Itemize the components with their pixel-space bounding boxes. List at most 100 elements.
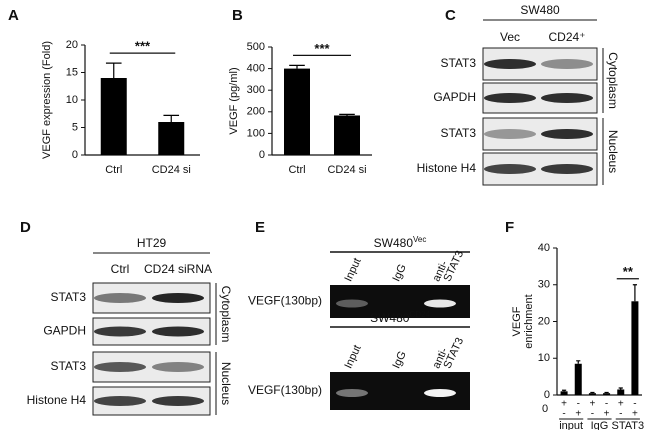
band	[541, 59, 593, 69]
band	[94, 362, 146, 372]
y-tick-label: 200	[247, 106, 265, 118]
y-tick-label: 10	[538, 352, 550, 364]
band	[152, 362, 204, 372]
group-label: STAT3	[612, 420, 645, 430]
y-tick-label: 0	[544, 389, 550, 401]
fraction-label: Cytoplasm	[219, 286, 233, 343]
significance: ***	[314, 41, 330, 56]
gel-band	[336, 299, 368, 308]
error-bar	[105, 62, 122, 78]
error-bar	[576, 360, 581, 364]
band	[541, 93, 593, 103]
panel-label: F	[505, 219, 514, 236]
gel-title-superscript: Vec	[413, 235, 426, 244]
panel-label: C	[445, 7, 456, 24]
lane-label: IgG	[390, 349, 408, 370]
y-tick-label: 30	[538, 279, 550, 291]
y-tick-label: 0	[72, 149, 78, 161]
bar	[560, 391, 568, 395]
bar	[588, 393, 596, 395]
y-tick-label: 20	[538, 315, 550, 327]
sign: -	[633, 399, 636, 410]
lane-label: CD24 siRNA	[144, 262, 212, 276]
y-tick-label: 100	[247, 127, 265, 139]
band	[484, 164, 536, 174]
gel-title-superscript: CD24	[409, 310, 430, 319]
band	[152, 293, 204, 303]
row-label: STAT3	[440, 126, 476, 140]
sign: -	[619, 409, 622, 420]
error-bar	[604, 391, 609, 394]
group-label: input	[559, 420, 583, 430]
y-tick-label: 500	[247, 41, 265, 53]
panel-label: A	[8, 7, 19, 24]
panel-label: E	[255, 219, 265, 236]
y-axis-label: VEGF expression (Fold)	[41, 41, 53, 159]
panel-label: B	[232, 7, 243, 24]
bar	[284, 68, 310, 155]
gel-band	[424, 389, 456, 397]
row-label: STAT3	[50, 359, 86, 373]
y-tick-label: 20	[66, 39, 78, 51]
bar	[158, 122, 185, 155]
band	[152, 326, 204, 337]
gel-title-main: SW480	[374, 236, 414, 250]
y-tick-label: 5	[72, 121, 78, 133]
gel-band	[336, 389, 368, 397]
gel-band	[424, 299, 456, 308]
band	[541, 164, 593, 174]
y-tick-label: 40	[538, 242, 550, 254]
sign: -	[605, 399, 608, 410]
blot-title: SW480	[520, 3, 560, 17]
error-bar	[339, 113, 355, 116]
bar	[631, 301, 639, 395]
band	[94, 326, 146, 337]
x-tick-label: CD24 si	[152, 164, 191, 176]
row-label: 0	[542, 403, 548, 415]
row-label: STAT3	[440, 56, 476, 70]
band	[484, 129, 536, 139]
error-bar	[561, 389, 567, 392]
y-axis-label: VEGF	[511, 306, 523, 336]
bar	[617, 389, 625, 395]
sign: -	[577, 399, 580, 410]
sign: +	[575, 409, 581, 420]
error-bar	[632, 284, 638, 302]
row-label: VEGF(130bp)	[248, 383, 322, 397]
error-bar	[289, 64, 305, 69]
lane-label: CD24⁺	[548, 30, 585, 44]
row-label: GAPDH	[43, 324, 86, 338]
x-tick-label: Ctrl	[288, 164, 305, 176]
bar	[603, 393, 611, 395]
group-label: IgG	[591, 420, 609, 430]
y-tick-label: 0	[259, 149, 265, 161]
y-tick-label: 400	[247, 63, 265, 75]
y-axis-label: enrichment	[523, 294, 535, 348]
band	[152, 396, 204, 406]
y-tick-label: 15	[66, 66, 78, 78]
gel-title: SW480Vec	[374, 235, 427, 250]
band	[484, 59, 536, 69]
y-tick-label: 10	[66, 94, 78, 106]
row-label: Histone H4	[27, 393, 87, 407]
row-label: Histone H4	[417, 161, 477, 175]
x-tick-label: Ctrl	[105, 164, 122, 176]
sign: +	[561, 399, 567, 410]
gel-title-main: SW480	[370, 311, 410, 325]
significance: **	[623, 264, 634, 279]
significance: ***	[135, 39, 151, 54]
bar	[334, 115, 360, 155]
sign: +	[632, 409, 638, 420]
band	[484, 93, 536, 103]
y-axis-label: VEGF (pg/ml)	[228, 67, 240, 134]
sign: +	[618, 399, 624, 410]
sign: -	[591, 409, 594, 420]
blot-title: HT29	[137, 236, 167, 250]
lane-label: Vec	[500, 30, 520, 44]
fraction-label: Nucleus	[219, 362, 233, 405]
row-label: VEGF(130bp)	[248, 294, 322, 308]
fraction-label: Nucleus	[606, 130, 620, 173]
